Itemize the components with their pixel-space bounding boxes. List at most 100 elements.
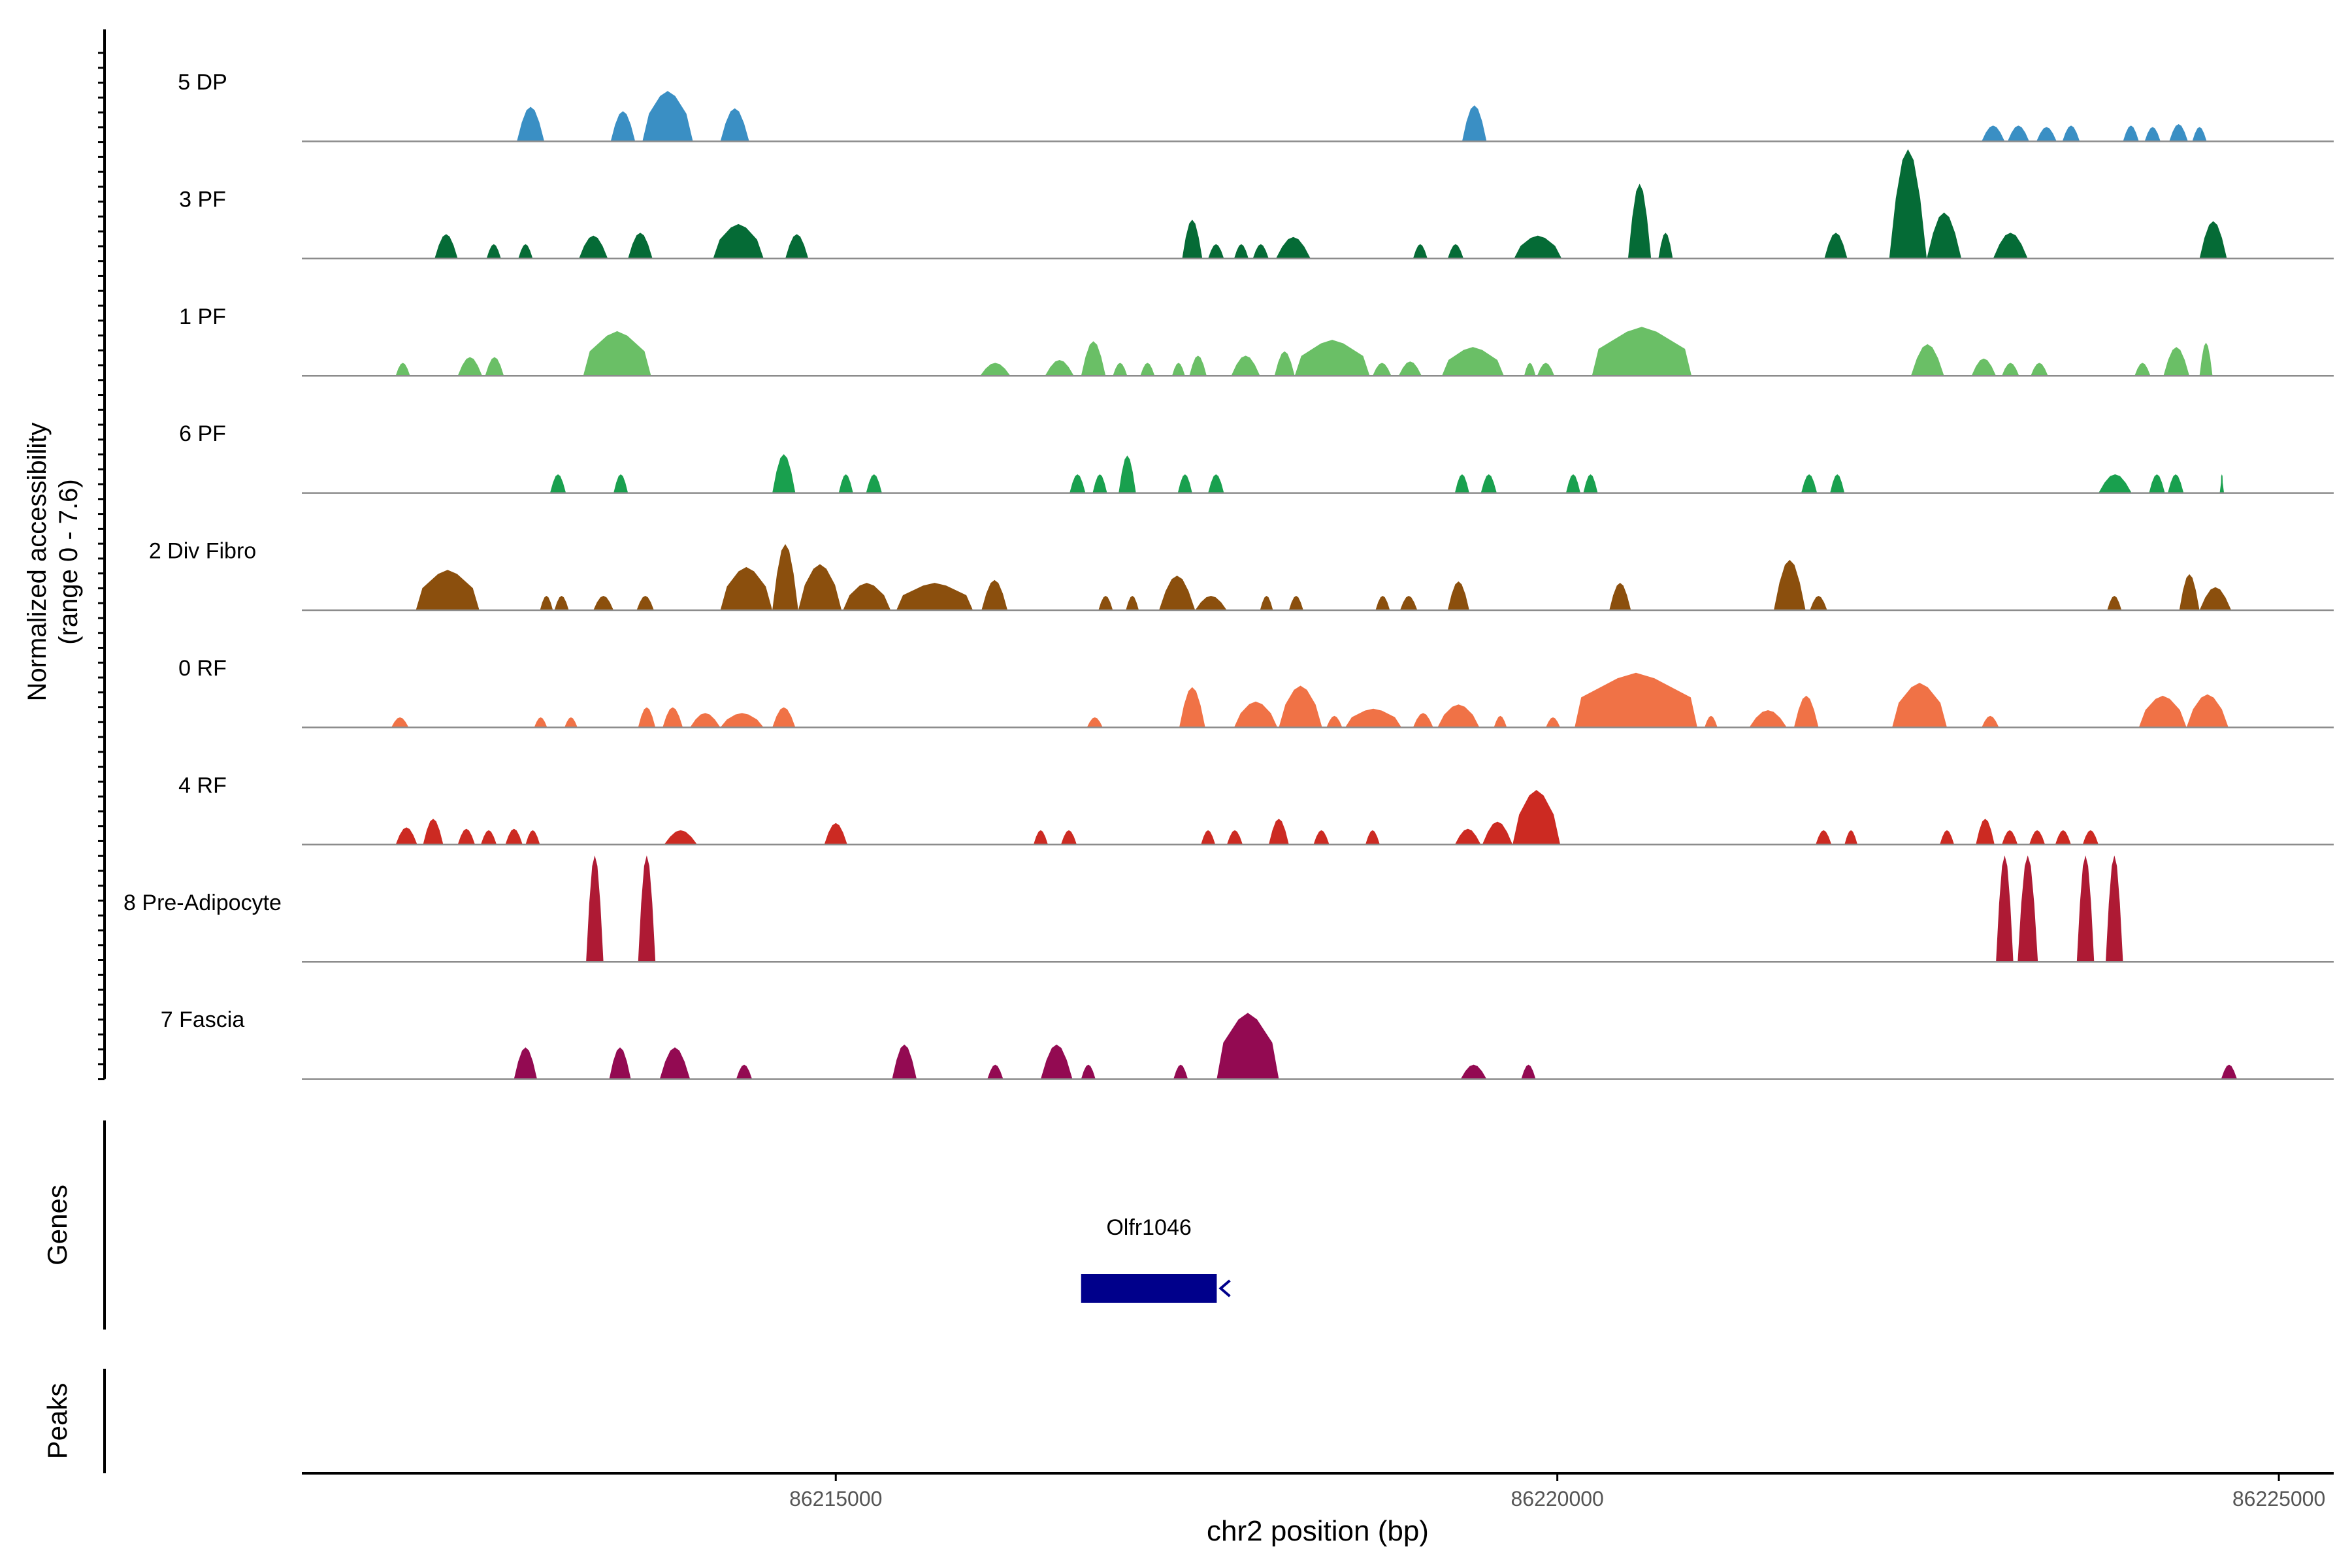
track-4: 2 Div Fibro	[149, 539, 2334, 612]
coverage-peak	[486, 244, 501, 259]
coverage-peak	[2055, 830, 2071, 845]
track-label: 1 PF	[179, 304, 226, 329]
coverage-peak	[1372, 363, 1392, 376]
coverage-peak	[1398, 361, 1422, 376]
x-tick-label: 86215000	[789, 1487, 882, 1511]
coverage-peak	[1195, 596, 1227, 610]
coverage-peak	[628, 233, 653, 259]
coverage-peak	[1546, 717, 1561, 728]
coverage-peak	[896, 583, 973, 610]
coverage-peak	[1045, 360, 1074, 376]
coverage-peak	[720, 566, 773, 610]
x-tick-label: 86220000	[1511, 1487, 1603, 1511]
coverage-peak	[1927, 212, 1962, 259]
coverage-peak	[1512, 790, 1561, 845]
coverage-peak	[736, 1064, 753, 1079]
coverage-peak	[1326, 715, 1343, 728]
coverage-peak	[416, 570, 480, 610]
coverage-peak	[613, 474, 629, 493]
coverage-peak	[2031, 363, 2048, 376]
coverage-peak	[1208, 474, 1224, 493]
coverage-peak	[636, 596, 654, 610]
peaks-panel: Peaks	[42, 1369, 106, 1473]
coverage-peak	[2134, 363, 2151, 376]
coverage-peak	[1345, 708, 1402, 728]
coverage-peak	[1514, 235, 1562, 259]
coverage-peak	[2138, 695, 2187, 728]
coverage-peak	[2002, 363, 2019, 376]
coverage-peak	[642, 91, 693, 142]
coverage-peak	[2017, 855, 2038, 962]
coverage-peak	[423, 819, 444, 845]
coverage-peak	[2186, 694, 2229, 728]
track-label: 4 RF	[178, 773, 227, 798]
coverage-peak	[1537, 363, 1555, 376]
coverage-peak	[2107, 596, 2122, 610]
coverage-peak	[1413, 244, 1428, 259]
coverage-peak	[638, 855, 656, 962]
coverage-peak	[1217, 1013, 1279, 1079]
track-label: 3 PF	[179, 187, 226, 212]
coverage-peak	[2002, 830, 2018, 845]
coverage-peak	[540, 596, 553, 610]
coverage-peak	[1996, 855, 2014, 962]
coverage-peak	[1774, 559, 1806, 610]
coverage-peak	[434, 234, 458, 259]
coverage-peak	[1113, 363, 1128, 376]
coverage-peak	[892, 1044, 917, 1079]
gene-strand-arrow	[1218, 1279, 1231, 1298]
x-axis-label: chr2 position (bp)	[1207, 1515, 1429, 1547]
coverage-peak	[1098, 596, 1113, 610]
coverage-peak	[1910, 344, 1944, 376]
coverage-peak	[517, 106, 545, 142]
coverage-peak	[1231, 355, 1260, 376]
coverage-peak	[2007, 125, 2029, 142]
coverage-peak	[1816, 830, 1832, 845]
coverage-peak	[824, 823, 847, 845]
coverage-peak	[1233, 244, 1249, 259]
coverage-peak	[1226, 830, 1243, 845]
coverage-peak	[1275, 237, 1311, 259]
coverage-peak	[1119, 455, 1136, 493]
coverage-peak	[1592, 327, 1692, 376]
coverage-peak	[690, 713, 721, 728]
coverage-peak	[772, 454, 796, 493]
coverage-peak	[554, 596, 569, 610]
coverage-peak	[785, 234, 809, 259]
coverage-peak	[2219, 474, 2225, 493]
track-5: 0 RF	[178, 656, 2334, 728]
track-label: 8 Pre-Adipocyte	[123, 890, 282, 915]
coverage-peak	[1274, 351, 1295, 376]
coverage-peak	[838, 474, 853, 493]
coverage-peak	[457, 357, 483, 376]
coverage-peak	[518, 244, 533, 259]
coverage-peak	[866, 474, 882, 493]
coverage-peak	[1993, 233, 2028, 259]
coverage-peak	[1279, 685, 1322, 728]
coverage-peak	[981, 580, 1008, 610]
coverage-peak	[1375, 596, 1390, 610]
coverage-peak	[1982, 125, 2005, 142]
coverage-peak	[1294, 340, 1370, 376]
coverage-peak	[1844, 830, 1858, 845]
coverage-peak	[798, 564, 842, 610]
x-axis: 86215000 86220000 86225000	[302, 1472, 2334, 1511]
coverage-peak	[1365, 830, 1380, 845]
coverage-peak	[480, 830, 497, 845]
track-0: 5 DP	[178, 70, 2334, 142]
coverage-peak	[1413, 713, 1433, 728]
coverage-peak	[1892, 683, 1947, 728]
coverage-peak	[1177, 474, 1192, 493]
coverage-tracks: 5 DP 3 PF 1 PF 6 PF 2 Div Fibro 0 RF 4 RF 8 Pre…	[123, 70, 2334, 1080]
track-label: 0 RF	[178, 656, 227, 681]
coverage-peak	[1140, 363, 1155, 376]
coverage-peak	[2192, 127, 2207, 142]
coverage-peak	[1288, 596, 1303, 610]
coverage-peak	[549, 474, 566, 493]
coverage-peak	[2199, 221, 2227, 259]
coverage-peak	[1940, 830, 1955, 845]
track-label: 7 Fascia	[161, 1007, 245, 1032]
coverage-peak	[1454, 474, 1469, 493]
coverage-peak	[1447, 244, 1464, 259]
coverage-peak	[1040, 1044, 1073, 1079]
